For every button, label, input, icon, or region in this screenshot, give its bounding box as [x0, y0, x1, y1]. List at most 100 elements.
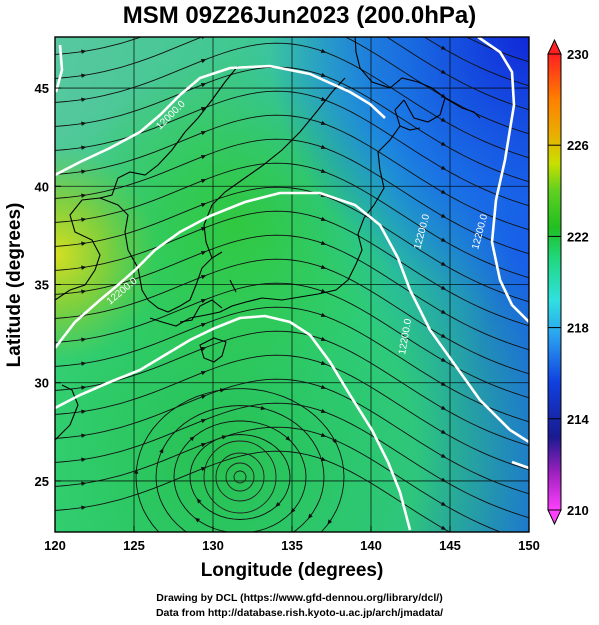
wind-arrow: [200, 155, 207, 160]
coastlines: [55, 37, 481, 441]
colorbar-min-arrow: [547, 509, 562, 526]
wind-arrow: [81, 145, 87, 150]
wind-arrow: [81, 97, 87, 102]
wind-arrow: [320, 72, 327, 78]
wind-arrow: [320, 360, 327, 366]
wind-arrow: [81, 409, 87, 414]
wind-arrow: [200, 419, 207, 424]
wind-arrow: [440, 381, 447, 387]
wind-arrow: [327, 519, 333, 525]
streamline: [135, 388, 345, 532]
wind-arrow: [260, 405, 266, 411]
y-axis: 25 30 35 40 45: [35, 81, 61, 489]
wind-arrow: [320, 408, 327, 414]
streamline: [55, 42, 529, 159]
lat-lon-grid: [55, 37, 529, 532]
geopotential-contours: [55, 37, 529, 531]
wind-arrow: [320, 96, 327, 102]
colorbar-label: 222: [567, 229, 589, 244]
streamline: [55, 114, 529, 231]
wind-arrow: [81, 73, 87, 78]
wind-arrow: [440, 501, 447, 507]
wind-arrow: [440, 69, 447, 75]
wind-arrow: [200, 251, 207, 256]
wind-arrow: [320, 48, 327, 54]
wind-arrow: [440, 525, 447, 531]
streamline: [173, 420, 307, 532]
wind-arrow: [440, 477, 447, 483]
x-tick-label: 150: [518, 538, 540, 553]
streamline: [55, 402, 529, 519]
streamline: [189, 434, 291, 520]
x-tick-label: 145: [439, 538, 461, 553]
wind-arrow: [440, 213, 447, 219]
wind-arrow: [440, 189, 447, 195]
wind-arrow: [200, 299, 207, 304]
wind-arrow: [441, 22, 446, 26]
wind-arrow: [200, 227, 207, 232]
streamline: [55, 210, 529, 327]
wind-arrow: [440, 45, 447, 51]
y-tick-label: 25: [35, 474, 49, 489]
wind-arrow: [285, 435, 291, 441]
wind-arrow: [200, 347, 207, 352]
wind-arrow: [81, 121, 87, 126]
y-axis-label: Latitude (degrees): [4, 203, 25, 368]
wind-arrow: [321, 25, 326, 29]
colorbar-label: 218: [567, 321, 589, 336]
wind-arrow: [320, 264, 327, 270]
wind-arrow: [440, 165, 447, 171]
wind-arrow: [275, 501, 281, 508]
streamline: [55, 450, 451, 532]
x-tick-label: 125: [123, 538, 145, 553]
wind-arrow: [81, 241, 87, 246]
streamline: [55, 66, 529, 183]
colorbar: 230 226 222 218 214 210: [547, 38, 589, 526]
wind-arrow: [159, 447, 164, 454]
wind-arrow: [200, 395, 207, 400]
streamline: [423, 37, 529, 87]
wind-arrow: [81, 385, 87, 390]
streamline: [55, 378, 529, 495]
y-tick-label: 30: [35, 376, 49, 391]
wind-arrow: [440, 93, 447, 99]
wind-arrow: [320, 168, 327, 174]
streamline: [55, 37, 529, 135]
wind-arrow: [320, 144, 327, 150]
wind-arrow: [200, 59, 207, 64]
wind-arrow: [81, 361, 87, 366]
wind-arrow: [321, 1, 326, 5]
x-tick-label: 135: [281, 538, 303, 553]
wind-arrow: [440, 261, 447, 267]
wind-arrow: [320, 216, 327, 222]
page-title: MSM 09Z26Jun2023 (200.0hPa): [122, 2, 477, 29]
plot-area: 12000.0 12200.0 12200.0 12200.0 12200.0: [55, 1, 529, 532]
wind-arrow: [196, 498, 202, 504]
colorbar-label: 210: [567, 503, 589, 518]
anticyclone-center: [203, 440, 277, 514]
wind-arrow: [320, 336, 327, 342]
streamline: [55, 282, 529, 399]
streamline: [55, 354, 529, 471]
wind-arrow: [200, 179, 207, 184]
wind-arrow: [81, 169, 87, 174]
credit-data: Data from http://database.rish.kyoto-u.a…: [155, 607, 444, 619]
wind-arrow: [200, 371, 207, 376]
wind-arrow: [201, 11, 206, 15]
wind-arrow: [320, 384, 327, 390]
wind-arrow: [200, 275, 207, 280]
y-tick-label: 45: [35, 81, 49, 96]
colorbar-max-arrow: [547, 38, 562, 55]
wind-arrow: [290, 507, 296, 514]
wind-arrow: [440, 357, 447, 363]
wind-arrow: [81, 49, 87, 54]
streamline: [55, 162, 529, 279]
wind-arrow: [200, 443, 207, 448]
streamline: [55, 90, 529, 207]
wind-arrow: [440, 429, 447, 435]
streamline: [55, 306, 529, 423]
wind-arrow: [440, 309, 447, 315]
streamline: [55, 37, 529, 111]
wind-arrow: [440, 141, 447, 147]
wind-arrow: [320, 456, 327, 462]
